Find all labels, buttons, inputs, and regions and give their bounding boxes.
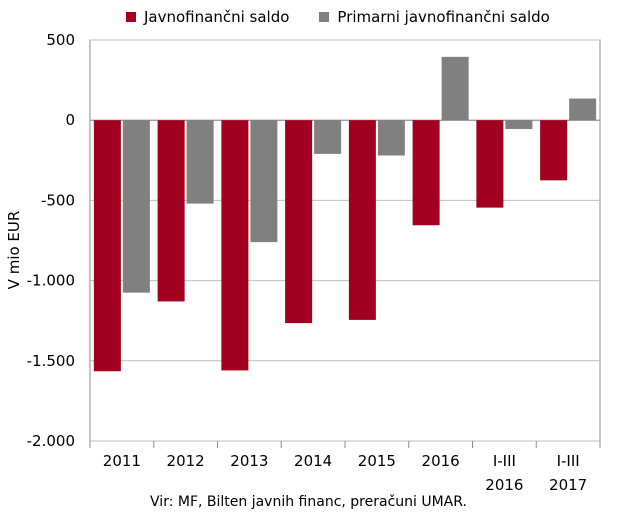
bar-javnofinancni-saldo xyxy=(285,120,313,324)
x-tick-label: I-III xyxy=(493,452,516,470)
bar-javnofinancni-saldo xyxy=(348,120,376,320)
bar-javnofinancni-saldo xyxy=(93,120,121,372)
x-tick-label: 2016 xyxy=(422,452,460,470)
y-tick-label: 500 xyxy=(46,31,75,49)
x-tick-label: 2012 xyxy=(167,452,205,470)
y-tick-label: -1.500 xyxy=(27,352,75,370)
x-tick-label: 2014 xyxy=(294,452,332,470)
bar-javnofinancni-saldo xyxy=(476,120,504,208)
legend-swatch-javnofinancni-saldo xyxy=(126,12,136,22)
bar-javnofinancni-saldo xyxy=(221,120,249,371)
y-tick-label: 0 xyxy=(65,111,75,129)
x-tick-label: 2016 xyxy=(485,476,523,490)
bar-javnofinancni-saldo xyxy=(412,120,440,226)
bar-javnofinancni-saldo xyxy=(540,120,568,181)
legend-label-javnofinancni-saldo: Javnofinančni saldo xyxy=(144,8,290,26)
legend: Javnofinančni saldo Primarni javnofinanč… xyxy=(126,8,550,26)
bar-primarni-saldo xyxy=(314,120,342,154)
bar-primarni-saldo xyxy=(569,98,597,121)
bar-primarni-saldo xyxy=(377,120,405,156)
x-tick-label: 2017 xyxy=(549,476,587,490)
bar-chart: 500 0 -500 -1.000 -1.500 -2.000 2011 2012 2013 20… xyxy=(27,31,601,490)
bar-primarni-saldo xyxy=(122,120,150,293)
source-note: Vir: MF, Bilten javnih financ, preračuni… xyxy=(150,494,467,510)
bar-javnofinancni-saldo xyxy=(157,120,185,302)
legend-item-javnofinancni-saldo: Javnofinančni saldo xyxy=(126,8,289,26)
x-tick-label: 2011 xyxy=(103,452,141,470)
bar-primarni-saldo xyxy=(505,120,533,130)
legend-swatch-primarni-saldo xyxy=(319,12,330,22)
x-tick-label: I-III xyxy=(557,452,580,470)
x-tick-label: 2015 xyxy=(358,452,396,470)
legend-label-primarni-saldo: Primarni javnofinančni saldo xyxy=(337,8,550,26)
y-tick-label: -500 xyxy=(41,191,75,209)
y-tick-label: -1.000 xyxy=(27,272,75,290)
y-tick-label: -2.000 xyxy=(27,432,75,450)
bar-primarni-saldo xyxy=(186,120,214,204)
legend-item-primarni-saldo: Primarni javnofinančni saldo xyxy=(319,8,550,26)
bar-primarni-saldo xyxy=(441,56,469,121)
bar-primarni-saldo xyxy=(250,120,278,243)
x-tick-label: 2013 xyxy=(230,452,268,470)
